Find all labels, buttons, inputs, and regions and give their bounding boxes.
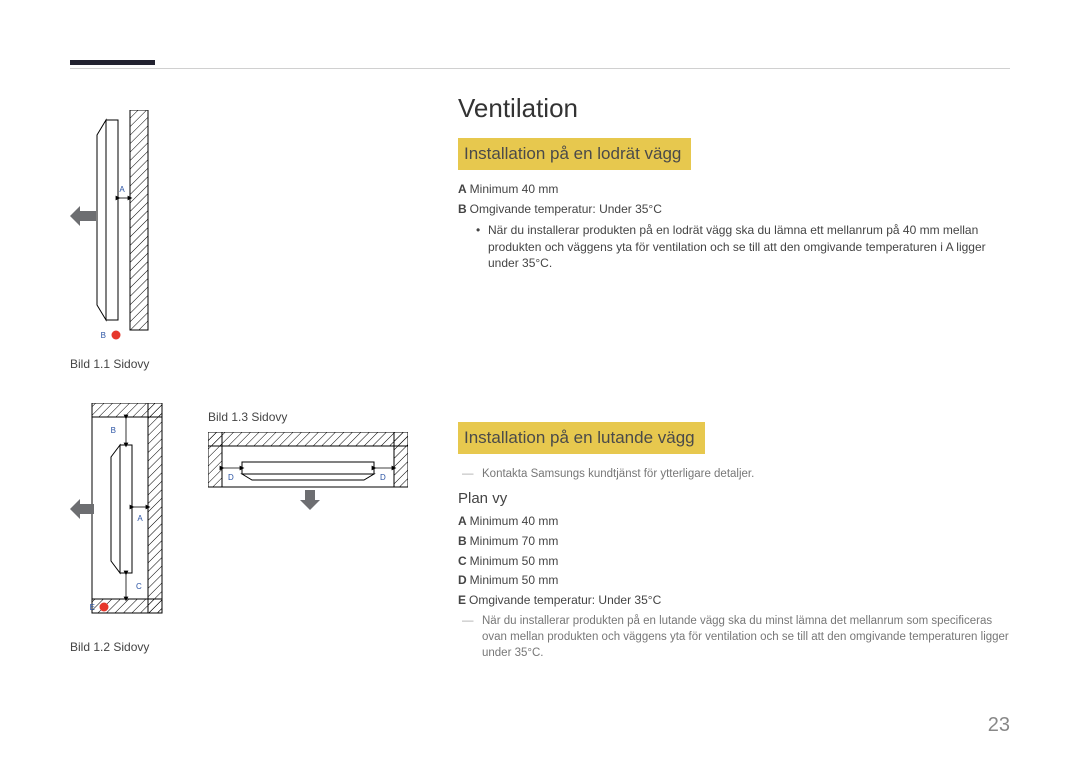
svg-text:E: E [90, 603, 95, 612]
text-column: Ventilation Installation på en lodrät vä… [458, 90, 1010, 661]
figure-1-3: Bild 1.3 Sidovy [208, 403, 408, 512]
section2-note1: Kontakta Samsungs kundtjänst för ytterli… [458, 466, 1010, 482]
page-content: A B Bild 1.1 Sidovy [70, 90, 1010, 723]
section1-spec-a: AMinimum 40 mm [458, 181, 1010, 198]
figure-1-1: A B Bild 1.1 Sidovy [70, 110, 390, 373]
svg-text:B: B [101, 331, 106, 340]
spec-label: C [458, 554, 467, 568]
spec-text: Omgivande temperatur: Under 35°C [470, 202, 662, 216]
figure-1-1-caption: Bild 1.1 Sidovy [70, 356, 390, 373]
figure-1-3-svg: D D [208, 432, 408, 512]
section2-note2: När du installerar produkten på en lutan… [458, 613, 1010, 661]
spec-label: A [458, 182, 467, 196]
section2-spec-e: EOmgivande temperatur: Under 35°C [458, 592, 1010, 609]
figures-column: A B Bild 1.1 Sidovy [70, 110, 390, 656]
spec-text: Minimum 50 mm [470, 573, 559, 587]
spec-label: B [458, 534, 467, 548]
spec-text: Minimum 50 mm [470, 554, 559, 568]
spec-text: Minimum 70 mm [470, 534, 559, 548]
figure-1-2-svg: B A C E [70, 403, 180, 633]
spec-label: E [458, 593, 466, 607]
svg-text:A: A [119, 185, 125, 194]
figure-1-3-caption: Bild 1.3 Sidovy [208, 409, 408, 426]
section2-subheading: Plan vy [458, 488, 1010, 509]
header-rule [70, 68, 1010, 69]
section2-spec-a: AMinimum 40 mm [458, 513, 1010, 530]
section1-heading: Installation på en lodrät vägg [458, 138, 691, 170]
section2-spec-c: CMinimum 50 mm [458, 553, 1010, 570]
spec-text: Omgivande temperatur: Under 35°C [469, 593, 661, 607]
section-spacer [458, 272, 1010, 422]
section2-spec-b: BMinimum 70 mm [458, 533, 1010, 550]
figure-1-2-caption: Bild 1.2 Sidovy [70, 639, 180, 656]
spec-label: A [458, 514, 467, 528]
section1-bullet: När du installerar produkten på en lodrä… [458, 222, 1010, 272]
spec-label: D [458, 573, 467, 587]
page-number: 23 [988, 711, 1010, 739]
spec-text: Minimum 40 mm [470, 182, 559, 196]
spec-text: Minimum 40 mm [470, 514, 559, 528]
section1-spec-b: BOmgivande temperatur: Under 35°C [458, 201, 1010, 218]
svg-text:D: D [380, 473, 386, 482]
svg-text:D: D [228, 473, 234, 482]
section2-heading: Installation på en lutande vägg [458, 422, 705, 454]
svg-text:B: B [111, 426, 116, 435]
section2-spec-d: DMinimum 50 mm [458, 572, 1010, 589]
figure-1-2: B A C E [70, 403, 180, 656]
page-title: Ventilation [458, 90, 1010, 126]
figure-1-1-svg: A B [70, 110, 190, 350]
svg-text:A: A [137, 514, 143, 523]
svg-text:C: C [136, 582, 142, 591]
header-accent-bar [70, 60, 155, 65]
spec-label: B [458, 202, 467, 216]
figure-1-2-group: B A C E [70, 403, 390, 656]
manual-page: A B Bild 1.1 Sidovy [0, 0, 1080, 763]
